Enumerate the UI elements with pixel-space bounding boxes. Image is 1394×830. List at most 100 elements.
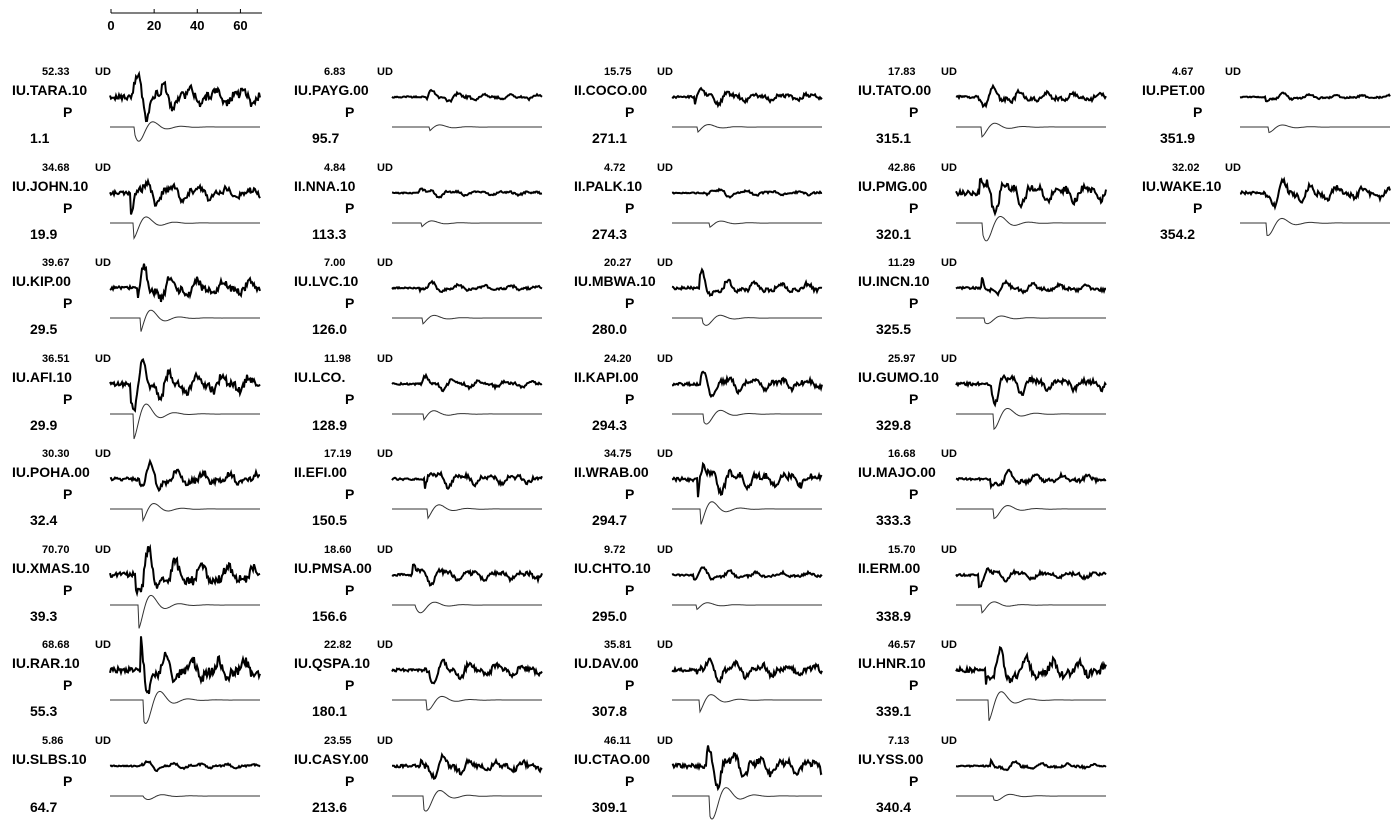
azimuth-label: 95.7 [312, 130, 340, 146]
waveform-plot [109, 458, 260, 523]
phase-label: P [63, 772, 73, 789]
station-label: IU.CTAO.00 [574, 750, 650, 767]
synthetic-waveform [392, 789, 542, 812]
component-label: UD [941, 734, 957, 747]
phase-label: P [909, 199, 919, 216]
station-label: II.COCO.00 [574, 82, 648, 98]
amplitude-label: 7.00 [324, 257, 346, 269]
synthetic-waveform [956, 407, 1106, 430]
component-label: UD [377, 161, 393, 174]
observed-waveform [109, 176, 261, 215]
component-label: UD [1225, 161, 1241, 174]
amplitude-label: 34.68 [42, 161, 70, 174]
observed-waveform [671, 657, 823, 684]
phase-label: P [63, 199, 73, 216]
observed-waveform [392, 751, 543, 780]
observed-waveform [109, 759, 261, 772]
component-label: UD [941, 66, 957, 78]
station-panel: 17.83 UD IU.TATO.00 P 315.1 [846, 60, 1126, 155]
azimuth-label: 338.9 [876, 607, 912, 624]
synthetic-waveform [956, 504, 1106, 520]
azimuth-label: 156.6 [312, 607, 348, 624]
component-label: UD [377, 734, 393, 747]
azimuth-label: 309.1 [592, 798, 628, 815]
azimuth-label: 307.8 [592, 703, 628, 719]
station-panel: 34.68 UD IU.JOHN.10 P 19.9 [0, 156, 280, 251]
waveform-plot [671, 565, 823, 610]
component-label: UD [941, 352, 957, 365]
azimuth-label: 1.1 [30, 130, 50, 146]
synthetic-waveform [672, 409, 822, 424]
synthetic-waveform [110, 402, 260, 439]
station-label: II.EFI.00 [294, 464, 347, 480]
station-panel: 70.70 UD IU.XMAS.10 P 39.3 [0, 538, 280, 633]
waveform-plot [109, 636, 261, 725]
amplitude-label: 46.11 [604, 734, 631, 747]
waveform-plot [671, 744, 823, 820]
station-panel: 16.68 UD IU.MAJO.00 P 333.3 [846, 442, 1126, 537]
waveform-plot [109, 263, 261, 332]
observed-waveform [391, 658, 543, 685]
phase-label: P [625, 104, 635, 120]
synthetic-waveform [392, 409, 542, 421]
phase-label: P [345, 390, 355, 407]
synthetic-waveform [672, 123, 822, 134]
component-label: UD [941, 161, 957, 174]
synthetic-waveform [392, 504, 542, 520]
station-panel: 18.60 UD IU.PMSA.00 P 156.6 [282, 538, 562, 633]
amplitude-label: 15.75 [604, 66, 632, 78]
amplitude-label: 17.83 [888, 66, 916, 78]
time-tick-label: 60 [233, 18, 247, 33]
component-label: UD [377, 352, 393, 365]
station-panel: 17.19 UD II.EFI.00 P 150.5 [282, 442, 562, 537]
component-label: UD [657, 448, 673, 460]
observed-waveform [671, 461, 823, 498]
waveform-plot [955, 373, 1107, 430]
station-panel: 36.51 UD IU.AFI.10 P 29.9 [0, 347, 280, 442]
azimuth-label: 19.9 [30, 225, 58, 242]
amplitude-label: 17.19 [324, 448, 352, 460]
synthetic-waveform [956, 600, 1106, 614]
station-panel: 5.86 UD IU.SLBS.10 P 64.7 [0, 729, 280, 824]
waveform-plot [955, 566, 1107, 614]
waveform-plot [109, 759, 261, 800]
time-tick-label: 0 [107, 18, 114, 33]
component-label: UD [1225, 66, 1241, 78]
waveform-plot [1239, 91, 1391, 134]
amplitude-label: 4.67 [1172, 66, 1194, 78]
component-label: UD [377, 639, 393, 651]
phase-label: P [345, 199, 355, 216]
phase-label: P [63, 104, 73, 120]
station-panel: 39.67 UD IU.KIP.00 P 29.5 [0, 251, 280, 346]
observed-waveform [109, 357, 261, 413]
synthetic-waveform [672, 601, 822, 610]
waveform-plot [955, 177, 1107, 241]
azimuth-label: 29.5 [30, 321, 58, 337]
synthetic-waveform [1240, 124, 1390, 134]
synthetic-waveform [392, 219, 542, 228]
phase-label: P [345, 581, 355, 598]
waveform-plot [109, 543, 261, 629]
azimuth-label: 339.1 [876, 703, 912, 719]
azimuth-label: 295.0 [592, 607, 628, 624]
synthetic-waveform [392, 695, 542, 711]
observed-waveform [109, 458, 260, 493]
station-label: IU.PMSA.00 [294, 559, 372, 576]
synthetic-waveform [110, 215, 260, 240]
observed-waveform [391, 372, 543, 392]
waveform-plot [109, 176, 261, 240]
phase-label: P [63, 295, 73, 311]
station-label: IU.CHTO.10 [574, 559, 651, 576]
azimuth-label: 180.1 [312, 703, 348, 719]
component-label: UD [377, 448, 393, 460]
component-label: UD [941, 448, 957, 460]
observed-waveform [109, 70, 261, 123]
observed-waveform [1239, 175, 1391, 211]
observed-waveform [109, 543, 261, 597]
observed-waveform [955, 83, 1107, 109]
azimuth-label: 271.1 [592, 130, 628, 146]
amplitude-label: 16.68 [888, 448, 916, 460]
component-label: UD [941, 639, 957, 651]
station-label: II.NNA.10 [294, 177, 356, 194]
station-label: IU.POHA.00 [12, 464, 90, 480]
